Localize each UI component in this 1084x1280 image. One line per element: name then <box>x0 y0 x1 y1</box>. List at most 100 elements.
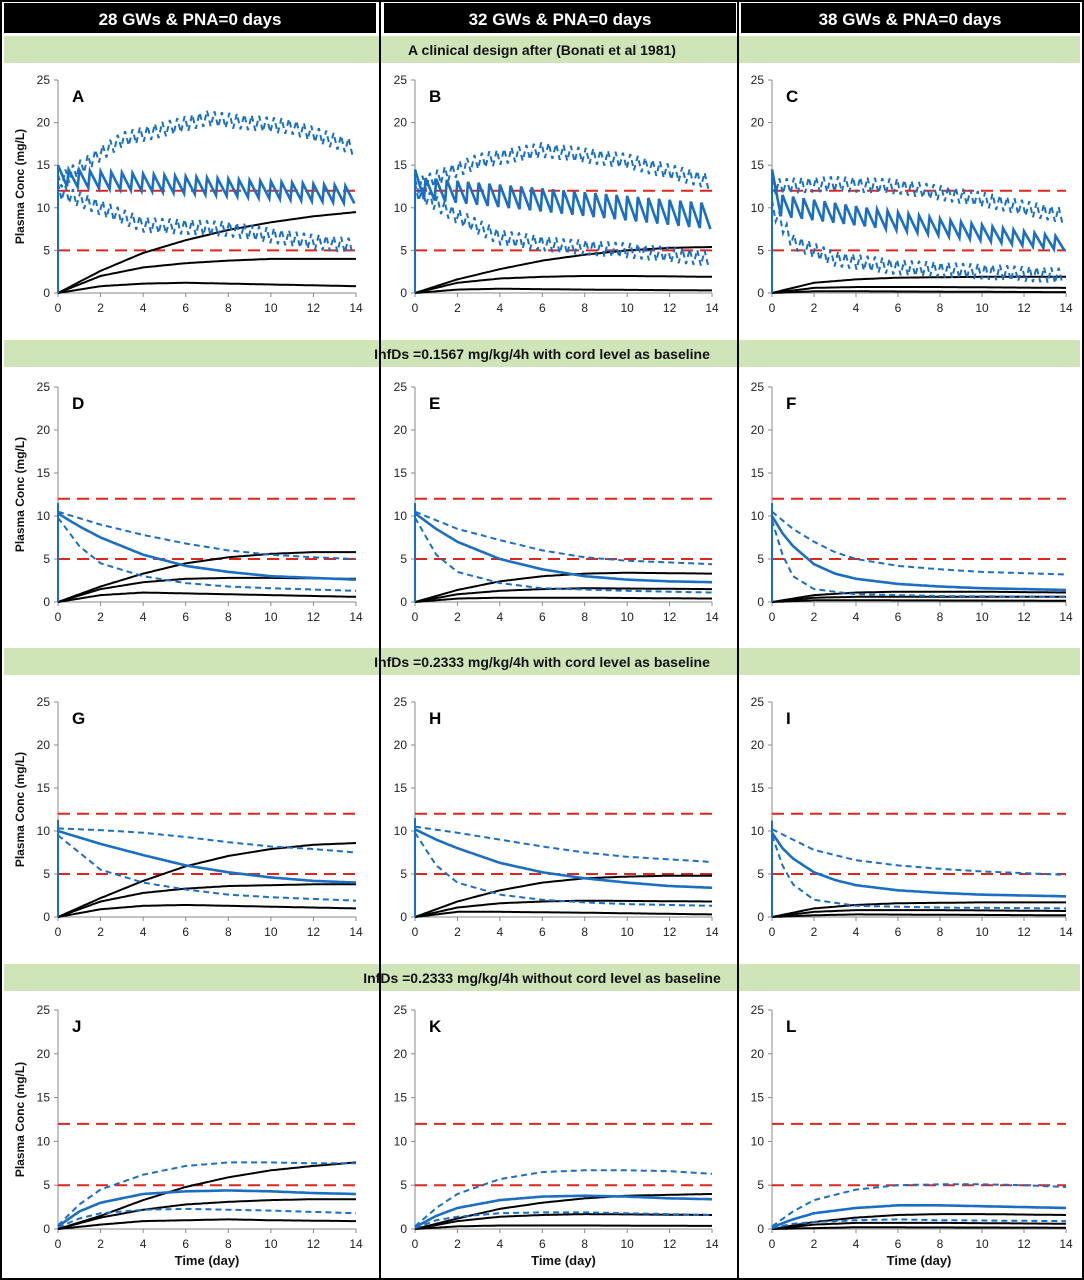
x-tick-label-G-6: 6 <box>182 925 189 939</box>
lower-percentile-line-A <box>57 182 354 254</box>
y-tick-label-L-20: 20 <box>751 1047 765 1061</box>
x-tick-label-J-2: 2 <box>97 1237 104 1251</box>
black-curve-D-3 <box>57 591 356 603</box>
y-tick-label-A-20: 20 <box>37 116 51 130</box>
x-axis-title-K: Time (day) <box>531 1253 596 1268</box>
y-tick-label-K-20: 20 <box>394 1047 408 1061</box>
black-curve-H-1 <box>414 874 712 918</box>
black-curve-A-2 <box>57 257 356 294</box>
y-tick-label-E-0: 0 <box>400 595 407 609</box>
x-tick-label-H-8: 8 <box>581 925 588 939</box>
black-curve-D-1 <box>57 551 356 603</box>
x-tick-label-I-2: 2 <box>811 925 818 939</box>
lower-percentile-line-J <box>57 1207 356 1229</box>
upper-percentile-line-C <box>771 176 1064 224</box>
upper-percentile-line-F <box>771 510 1067 576</box>
x-tick-label-B-12: 12 <box>663 301 677 315</box>
y-tick-label-J-5: 5 <box>43 1178 50 1192</box>
y-tick-label-C-5: 5 <box>757 243 764 257</box>
x-tick-label-D-10: 10 <box>264 610 278 624</box>
row-header-2: InfDs =0.1567 mg/kg/4h with cord level a… <box>374 346 710 362</box>
black-curve-K-3 <box>414 1224 712 1230</box>
black-curve-G-1 <box>57 842 357 918</box>
x-tick-label-D-8: 8 <box>225 610 232 624</box>
x-tick-label-K-8: 8 <box>581 1237 588 1251</box>
x-tick-label-B-2: 2 <box>454 301 461 315</box>
y-tick-label-F-10: 10 <box>751 509 765 523</box>
y-tick-label-D-20: 20 <box>37 423 51 437</box>
y-tick-label-A-25: 25 <box>37 73 51 87</box>
lower-percentile-line-G <box>57 834 357 902</box>
black-curve-K-2 <box>414 1213 712 1230</box>
x-tick-label-I-10: 10 <box>975 925 989 939</box>
panel-G: 0 5 10 15 20 25 0 2 4 6 8 10 12 14 G Plasma Conc (mg/L) <box>13 695 363 939</box>
upper-percentile-line-I <box>771 828 1067 876</box>
y-tick-label-K-10: 10 <box>394 1134 408 1148</box>
x-tick-label-F-6: 6 <box>895 610 902 624</box>
lower-percentile-line-H <box>414 832 712 907</box>
y-tick-label-B-15: 15 <box>394 158 408 172</box>
median-line-C <box>770 169 1066 253</box>
column-header-bg-3 <box>741 3 1080 33</box>
black-curve-I-1 <box>771 901 1066 918</box>
x-tick-label-H-14: 14 <box>705 925 719 939</box>
y-tick-label-J-0: 0 <box>43 1222 50 1236</box>
panel-label-A: A <box>72 87 84 106</box>
y-tick-label-G-0: 0 <box>43 910 50 924</box>
y-tick-label-H-0: 0 <box>400 910 407 924</box>
panel-C: 0 5 10 15 20 25 0 2 4 6 8 10 12 14 C <box>751 73 1073 315</box>
x-tick-label-A-0: 0 <box>55 301 62 315</box>
y-tick-label-A-5: 5 <box>43 243 50 257</box>
median-line-D <box>57 512 356 581</box>
black-curve-L-2 <box>771 1221 1066 1230</box>
y-tick-label-C-0: 0 <box>757 286 764 300</box>
x-tick-label-I-6: 6 <box>895 925 902 939</box>
y-tick-label-H-15: 15 <box>394 781 408 795</box>
upper-percentile-line-A <box>57 110 354 188</box>
y-tick-label-A-10: 10 <box>37 201 51 215</box>
x-tick-label-A-8: 8 <box>225 301 232 315</box>
median-line-A <box>56 164 356 208</box>
x-tick-label-E-2: 2 <box>454 610 461 624</box>
panel-H: 0 5 10 15 20 25 0 2 4 6 8 10 12 14 H <box>394 695 719 939</box>
x-tick-label-E-4: 4 <box>497 610 504 624</box>
x-tick-label-I-14: 14 <box>1059 925 1073 939</box>
y-tick-label-K-25: 25 <box>394 1003 408 1017</box>
panel-label-D: D <box>72 394 84 413</box>
x-tick-label-K-4: 4 <box>497 1237 504 1251</box>
lower-percentile-line-C <box>771 199 1064 284</box>
black-curve-L-3 <box>772 1226 1066 1230</box>
x-tick-label-H-6: 6 <box>539 925 546 939</box>
x-tick-label-H-2: 2 <box>454 925 461 939</box>
y-tick-label-F-15: 15 <box>751 466 765 480</box>
x-tick-label-B-4: 4 <box>497 301 504 315</box>
x-tick-label-H-10: 10 <box>620 925 634 939</box>
upper-percentile-line-E <box>414 510 713 566</box>
panel-label-H: H <box>429 709 441 728</box>
y-tick-label-E-25: 25 <box>394 380 408 394</box>
black-curve-B-3 <box>414 287 712 294</box>
x-tick-label-G-0: 0 <box>55 925 62 939</box>
x-tick-label-F-2: 2 <box>811 610 818 624</box>
y-tick-label-L-25: 25 <box>751 1003 765 1017</box>
x-tick-label-C-8: 8 <box>937 301 944 315</box>
y-tick-label-L-0: 0 <box>757 1222 764 1236</box>
y-tick-label-B-10: 10 <box>394 201 408 215</box>
upper-percentile-line-L <box>771 1183 1067 1228</box>
panel-label-C: C <box>786 87 798 106</box>
y-tick-label-K-0: 0 <box>400 1222 407 1236</box>
black-curve-L-1 <box>771 1213 1066 1230</box>
black-curve-E-1 <box>414 571 712 603</box>
panel-J: 0 5 10 15 20 25 0 2 4 6 8 10 12 14 J Plasma Conc (mg/L)… <box>13 1003 363 1268</box>
y-tick-label-D-0: 0 <box>43 595 50 609</box>
upper-percentile-line-H <box>414 825 713 863</box>
median-line-G <box>57 829 357 884</box>
x-tick-label-H-4: 4 <box>497 925 504 939</box>
y-tick-label-I-10: 10 <box>751 824 765 838</box>
y-axis-title-G: Plasma Conc (mg/L) <box>13 752 27 867</box>
x-tick-label-F-12: 12 <box>1017 610 1031 624</box>
y-tick-label-J-15: 15 <box>37 1091 51 1105</box>
x-tick-label-D-14: 14 <box>349 610 363 624</box>
x-tick-label-K-6: 6 <box>539 1237 546 1251</box>
x-tick-label-F-14: 14 <box>1059 610 1073 624</box>
